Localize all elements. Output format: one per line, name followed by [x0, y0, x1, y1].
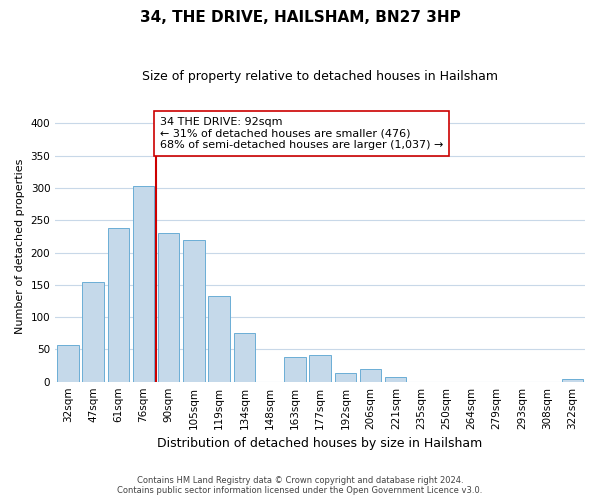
- Bar: [562, 379, 583, 382]
- Y-axis label: Number of detached properties: Number of detached properties: [15, 158, 25, 334]
- Bar: [360, 369, 381, 382]
- Bar: [133, 186, 154, 382]
- Bar: [57, 345, 79, 382]
- Bar: [183, 240, 205, 382]
- Text: 34 THE DRIVE: 92sqm
← 31% of detached houses are smaller (476)
68% of semi-detac: 34 THE DRIVE: 92sqm ← 31% of detached ho…: [160, 117, 443, 150]
- Title: Size of property relative to detached houses in Hailsham: Size of property relative to detached ho…: [142, 70, 498, 83]
- Bar: [385, 377, 406, 382]
- Bar: [284, 356, 305, 382]
- X-axis label: Distribution of detached houses by size in Hailsham: Distribution of detached houses by size …: [157, 437, 483, 450]
- Text: 34, THE DRIVE, HAILSHAM, BN27 3HP: 34, THE DRIVE, HAILSHAM, BN27 3HP: [140, 10, 460, 25]
- Bar: [107, 228, 129, 382]
- Bar: [310, 354, 331, 382]
- Bar: [335, 372, 356, 382]
- Text: Contains HM Land Registry data © Crown copyright and database right 2024.
Contai: Contains HM Land Registry data © Crown c…: [118, 476, 482, 495]
- Bar: [233, 332, 255, 382]
- Bar: [158, 232, 179, 382]
- Bar: [208, 296, 230, 382]
- Bar: [82, 282, 104, 382]
